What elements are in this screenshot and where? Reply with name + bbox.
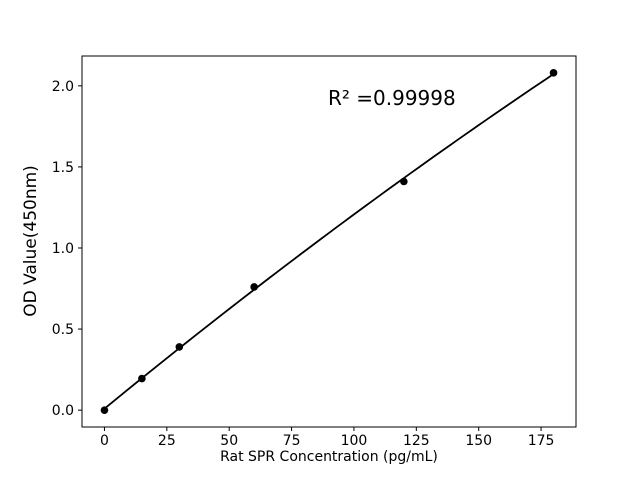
x-tick-label: 75 xyxy=(283,433,301,449)
y-tick-label: 1.0 xyxy=(52,241,74,257)
x-tick-label: 25 xyxy=(158,433,176,449)
r-squared-annotation: R² =0.99998 xyxy=(328,86,456,110)
data-point-marker xyxy=(250,283,258,291)
y-axis-label: OD Value(450nm) xyxy=(21,165,41,317)
fit-curve xyxy=(103,73,555,410)
data-point-marker xyxy=(400,177,408,186)
x-tick-label: 150 xyxy=(465,433,492,449)
x-tick-label: 50 xyxy=(220,433,238,449)
x-tick-label: 125 xyxy=(403,433,430,449)
data-point-marker xyxy=(138,374,146,383)
x-tick-label: 100 xyxy=(341,433,368,449)
x-tick-label: 0 xyxy=(100,433,109,449)
y-tick-label: 2.0 xyxy=(52,79,74,95)
y-tick-label: 1.5 xyxy=(52,160,74,176)
data-point-marker xyxy=(175,343,184,351)
plot-frame xyxy=(81,55,577,428)
x-tick-label: 175 xyxy=(528,433,555,449)
data-point-marker xyxy=(100,406,109,414)
x-axis-label: Rat SPR Concentration (pg/mL) xyxy=(220,449,438,465)
data-point-marker xyxy=(549,69,558,77)
y-tick-label: 0.5 xyxy=(52,322,74,338)
y-tick-label: 0.0 xyxy=(52,403,74,419)
